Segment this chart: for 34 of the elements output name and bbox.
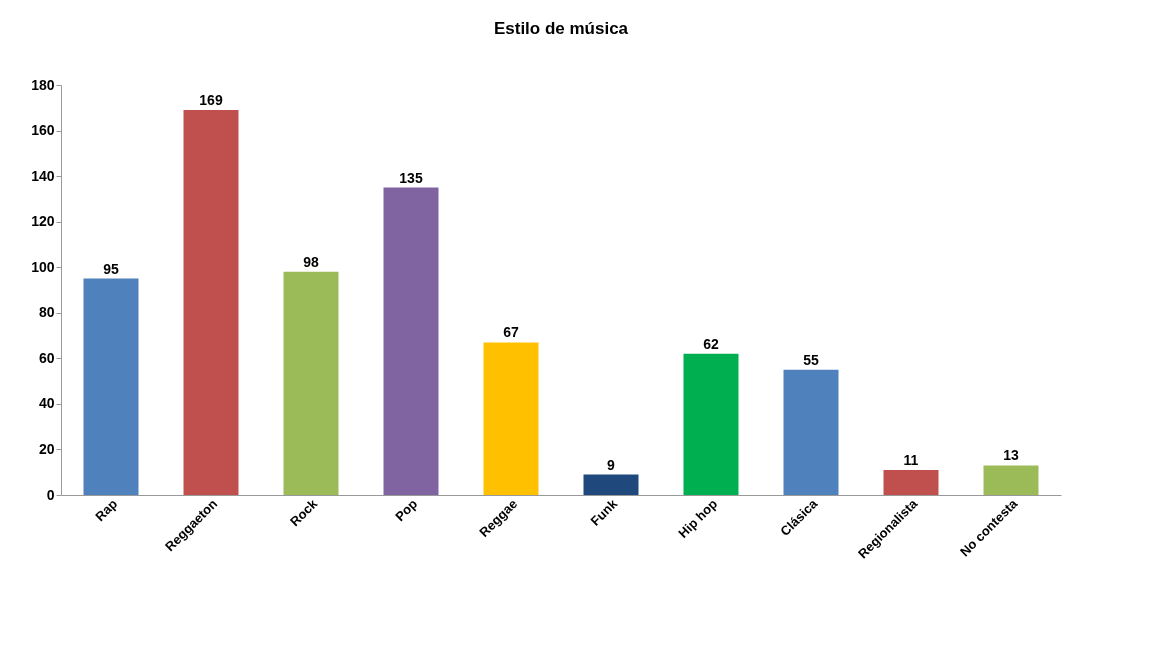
y-tick-label: 20 [38, 440, 55, 457]
x-tick-label: Pop [392, 496, 421, 525]
y-tick-label: 180 [31, 76, 55, 93]
data-label: 62 [703, 335, 719, 352]
y-tick-label: 60 [38, 349, 55, 366]
bar [583, 474, 639, 495]
y-tick-label: 100 [31, 258, 55, 275]
data-label: 95 [103, 260, 119, 277]
bar [783, 369, 839, 495]
y-tick-label: 40 [38, 395, 55, 412]
data-label: 98 [303, 253, 319, 270]
y-tick-label: 0 [46, 486, 55, 503]
y-tick-label: 80 [38, 304, 55, 321]
bar [383, 187, 439, 495]
bar [183, 110, 239, 495]
bar [283, 271, 339, 495]
data-label: 135 [399, 169, 423, 186]
data-label: 11 [903, 451, 919, 468]
y-tick-label: 140 [31, 167, 55, 184]
bar [483, 342, 539, 495]
data-label: 9 [607, 456, 616, 473]
bar [883, 469, 939, 495]
x-tick-label: Rap [92, 496, 121, 525]
data-label: 13 [1003, 447, 1019, 464]
y-tick-label: 160 [31, 122, 55, 139]
y-tick-label: 120 [31, 213, 55, 230]
data-label: 67 [503, 324, 519, 341]
data-label: 169 [199, 92, 223, 109]
data-label: 55 [803, 351, 819, 368]
bar [83, 278, 139, 495]
bar [983, 465, 1039, 495]
x-tick-label: Hip hop [675, 496, 721, 541]
bar [683, 353, 739, 495]
chart-title: Estilo de música [493, 19, 629, 38]
